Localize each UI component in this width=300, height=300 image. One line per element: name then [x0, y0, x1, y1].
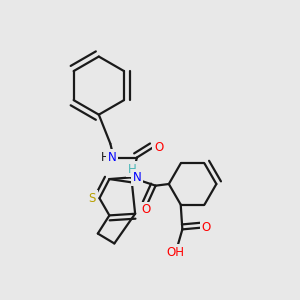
Text: O: O: [141, 203, 150, 216]
Text: S: S: [88, 192, 96, 205]
Text: H: H: [101, 151, 110, 164]
Text: OH: OH: [167, 246, 185, 259]
Text: H: H: [128, 163, 137, 176]
Text: O: O: [154, 141, 163, 154]
Text: N: N: [108, 151, 117, 164]
Text: O: O: [202, 221, 211, 234]
Text: N: N: [132, 171, 141, 184]
